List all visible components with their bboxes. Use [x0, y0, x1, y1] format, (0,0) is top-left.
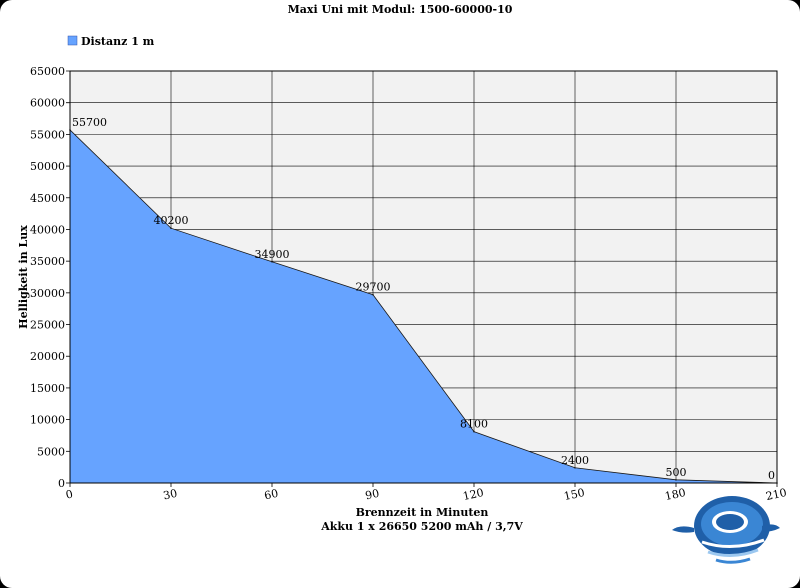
data-point	[574, 466, 576, 469]
y-tick-label: 50000	[30, 160, 65, 173]
y-tick-label: 10000	[30, 414, 65, 427]
data-label: 34900	[255, 248, 290, 261]
y-tick-label: 60000	[30, 97, 65, 110]
legend: Distanz 1 m	[67, 35, 155, 48]
y-tick-label: 15000	[30, 382, 65, 395]
x-tick-label: 150	[563, 486, 586, 503]
diver-turtle-logo	[672, 493, 780, 567]
chart-title: Maxi Uni mit Modul: 1500-60000-10	[288, 3, 513, 16]
y-tick-label: 20000	[30, 350, 65, 363]
data-label: 500	[666, 466, 687, 479]
y-tick-label: 45000	[30, 192, 65, 205]
data-label: 2400	[561, 454, 589, 467]
y-tick-label: 25000	[30, 319, 65, 332]
y-tick-label: 35000	[30, 255, 65, 268]
data-point	[675, 479, 677, 481]
plot-border	[69, 70, 778, 484]
x-tick-label: 180	[664, 486, 687, 503]
x-tick-label: 210	[765, 486, 788, 503]
data-label: 40200	[154, 214, 189, 227]
y-tick-label: 5000	[37, 445, 65, 458]
x-axis-title: Brennzeit in Minuten	[356, 506, 489, 519]
x-tick-labels: 0 30 60 90 120 150 180 210	[64, 483, 788, 503]
x-tick-label: 120	[462, 486, 485, 503]
data-point	[473, 430, 475, 433]
x-tick-label: 90	[364, 487, 380, 503]
data-point	[271, 260, 273, 263]
data-label: 55700	[72, 116, 107, 129]
legend-swatch	[67, 35, 78, 46]
y-tick-labels: 0 5000 10000 15000 20000 25000 30000 35000 40000…	[30, 65, 70, 490]
y-tick-label: 65000	[30, 65, 65, 78]
axes	[69, 70, 778, 484]
data-point	[372, 293, 374, 296]
area-series-distanz	[70, 129, 777, 483]
y-axis-title: Helligkeit in Lux	[17, 225, 30, 329]
legend-label: Distanz 1 m	[81, 35, 155, 48]
data-labels: 55700 40200 34900 29700 8100 2400 500 0	[72, 116, 775, 482]
x-tick-label: 60	[263, 487, 279, 503]
y-tick-label: 40000	[30, 223, 65, 236]
data-label: 8100	[460, 418, 488, 431]
data-label: 0	[768, 469, 775, 482]
y-tick-label: 30000	[30, 287, 65, 300]
chart-subtitle: Akku 1 x 26650 5200 mAh / 3,7V	[320, 520, 523, 533]
data-label: 29700	[356, 281, 391, 294]
y-tick-label: 0	[58, 477, 65, 490]
data-point	[170, 227, 172, 229]
area-series-outline	[69, 129, 778, 484]
x-tick-label: 0	[64, 487, 74, 501]
x-tick-label: 30	[162, 487, 178, 503]
y-tick-label: 55000	[30, 128, 65, 141]
